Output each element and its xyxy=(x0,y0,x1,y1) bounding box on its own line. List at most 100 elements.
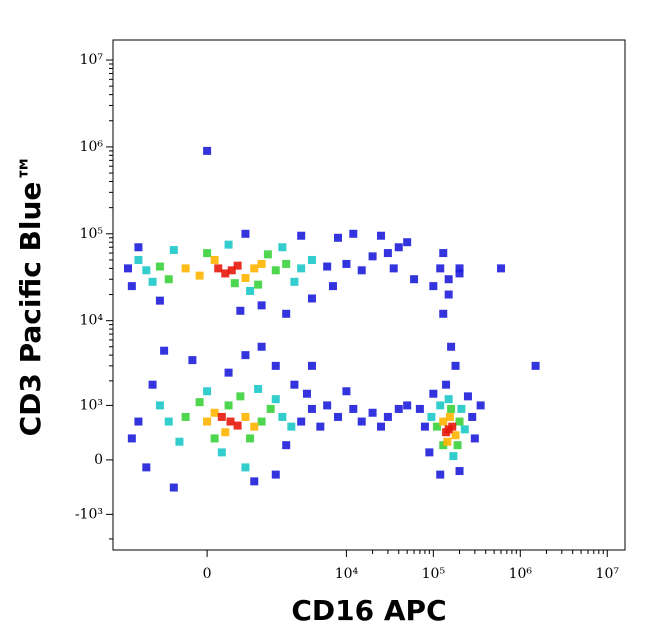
point xyxy=(455,417,464,426)
point xyxy=(451,361,460,370)
point xyxy=(134,417,143,426)
point xyxy=(436,264,445,273)
point xyxy=(368,252,377,261)
point xyxy=(236,306,245,315)
point xyxy=(328,282,337,291)
point xyxy=(444,395,453,404)
point xyxy=(342,387,351,396)
point xyxy=(175,437,184,446)
point xyxy=(142,266,151,275)
point xyxy=(439,417,448,426)
point xyxy=(236,392,245,401)
point xyxy=(468,412,477,421)
point xyxy=(415,404,424,413)
point xyxy=(455,467,464,476)
point xyxy=(127,434,136,443)
point xyxy=(316,422,325,431)
point xyxy=(246,434,255,443)
point xyxy=(257,301,266,310)
point xyxy=(250,264,259,273)
point xyxy=(460,425,469,434)
point xyxy=(442,428,451,437)
point xyxy=(227,266,236,275)
point xyxy=(241,229,250,238)
point xyxy=(447,404,456,413)
point xyxy=(297,417,306,426)
point xyxy=(203,249,212,258)
point xyxy=(181,264,190,273)
point xyxy=(142,463,151,472)
point xyxy=(155,401,164,410)
y-tick-label: 0 xyxy=(94,452,103,468)
point xyxy=(127,282,136,291)
point xyxy=(470,434,479,443)
point xyxy=(377,422,386,431)
x-tick-label: 0 xyxy=(203,566,212,582)
point xyxy=(455,269,464,278)
point xyxy=(436,470,445,479)
point xyxy=(203,417,212,426)
point xyxy=(342,259,351,268)
point xyxy=(271,361,280,370)
point xyxy=(389,264,398,273)
point xyxy=(203,387,212,396)
point xyxy=(224,401,233,410)
point xyxy=(241,351,250,360)
point xyxy=(531,361,540,370)
point xyxy=(210,255,219,264)
point xyxy=(447,342,456,351)
point xyxy=(403,238,412,247)
point xyxy=(217,412,226,421)
point xyxy=(383,412,392,421)
y-tick-label: 10⁴ xyxy=(80,313,104,329)
x-axis-title: CD16 APC xyxy=(291,594,446,627)
point xyxy=(241,463,250,472)
point xyxy=(383,249,392,258)
point xyxy=(241,273,250,282)
point xyxy=(403,401,412,410)
point xyxy=(250,477,259,486)
point xyxy=(439,441,448,450)
point xyxy=(307,404,316,413)
point xyxy=(420,422,429,431)
point xyxy=(195,271,204,280)
point xyxy=(457,404,466,413)
x-tick-label: 10⁷ xyxy=(596,566,620,582)
point xyxy=(476,401,485,410)
point xyxy=(463,392,472,401)
point xyxy=(445,412,454,421)
point xyxy=(134,243,143,252)
point xyxy=(221,269,230,278)
point xyxy=(394,243,403,252)
point xyxy=(169,246,178,255)
point xyxy=(164,417,173,426)
y-tick-label: 10⁵ xyxy=(80,226,104,242)
point xyxy=(425,448,434,457)
x-tick-label: 10⁵ xyxy=(422,566,446,582)
point xyxy=(233,261,242,270)
point xyxy=(254,384,263,393)
point xyxy=(241,412,250,421)
point xyxy=(443,437,452,446)
point xyxy=(134,255,143,264)
point xyxy=(394,404,403,413)
point xyxy=(432,422,441,431)
point xyxy=(224,368,233,377)
point xyxy=(297,264,306,273)
point xyxy=(444,290,453,299)
point xyxy=(368,408,377,417)
point xyxy=(444,275,453,284)
point xyxy=(439,309,448,318)
point xyxy=(297,231,306,240)
point xyxy=(290,380,299,389)
x-tick-label: 10⁶ xyxy=(509,566,533,582)
point xyxy=(148,380,157,389)
point xyxy=(123,264,132,273)
point xyxy=(449,452,458,461)
x-tick-label: 10⁴ xyxy=(335,566,359,582)
point xyxy=(323,401,332,410)
point xyxy=(302,389,311,398)
point xyxy=(181,412,190,421)
point xyxy=(210,434,219,443)
